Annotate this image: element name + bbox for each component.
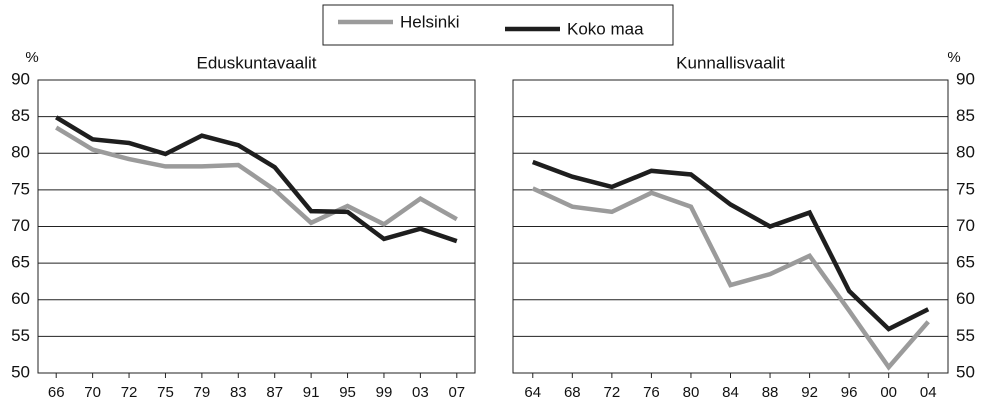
x-tick-label: 03	[412, 384, 429, 401]
x-tick-label: 83	[230, 384, 247, 401]
legend-box	[322, 4, 674, 46]
x-tick-label: 66	[48, 384, 65, 401]
x-tick-label: 00	[880, 384, 897, 401]
y-tick-label: 55	[956, 326, 975, 345]
x-tick-label: 72	[604, 384, 621, 401]
y-axis-label: %	[25, 49, 38, 66]
y-tick-label: 60	[11, 289, 30, 308]
x-tick-label: 68	[564, 384, 581, 401]
x-tick-label: 99	[376, 384, 393, 401]
y-tick-label: 55	[11, 326, 30, 345]
chart-title: Kunnallisvaalit	[676, 53, 785, 72]
x-tick-label: 88	[762, 384, 779, 401]
x-tick-label: 70	[84, 384, 101, 401]
chart-title: Eduskuntavaalit	[196, 53, 316, 72]
x-tick-label: 04	[920, 384, 937, 401]
x-tick-label: 64	[524, 384, 541, 401]
y-tick-label: 75	[11, 179, 30, 198]
y-tick-label: 65	[11, 253, 30, 272]
y-tick-label: 80	[11, 143, 30, 162]
x-tick-label: 87	[266, 384, 283, 401]
x-tick-label: 72	[121, 384, 138, 401]
y-tick-label: 85	[956, 106, 975, 125]
series-line	[531, 159, 930, 332]
y-tick-label: 65	[956, 253, 975, 272]
y-tick-label: 75	[956, 179, 975, 198]
y-axis-label: %	[947, 49, 960, 66]
y-tick-label: 50	[11, 362, 30, 381]
series-line	[55, 115, 458, 244]
y-tick-label: 80	[956, 143, 975, 162]
y-tick-label: 90	[11, 69, 30, 88]
x-tick-label: 91	[303, 384, 320, 401]
y-tick-label: 90	[956, 69, 975, 88]
x-tick-label: 95	[339, 384, 356, 401]
x-tick-label: 76	[643, 384, 660, 401]
y-tick-label: 70	[11, 216, 30, 235]
x-tick-label: 75	[157, 384, 174, 401]
series-line	[55, 125, 458, 227]
x-tick-label: 07	[448, 384, 465, 401]
y-tick-label: 60	[956, 289, 975, 308]
x-tick-label: 92	[801, 384, 818, 401]
x-tick-label: 84	[722, 384, 739, 401]
y-tick-label: 70	[956, 216, 975, 235]
x-tick-label: 96	[841, 384, 858, 401]
y-tick-label: 50	[956, 362, 975, 381]
legend-label: Helsinki	[400, 12, 460, 31]
x-tick-label: 80	[683, 384, 700, 401]
legend-label: Koko maa	[567, 19, 644, 38]
series-line	[531, 186, 930, 371]
y-tick-label: 85	[11, 106, 30, 125]
plot-frame	[37, 79, 476, 374]
x-tick-label: 79	[194, 384, 211, 401]
